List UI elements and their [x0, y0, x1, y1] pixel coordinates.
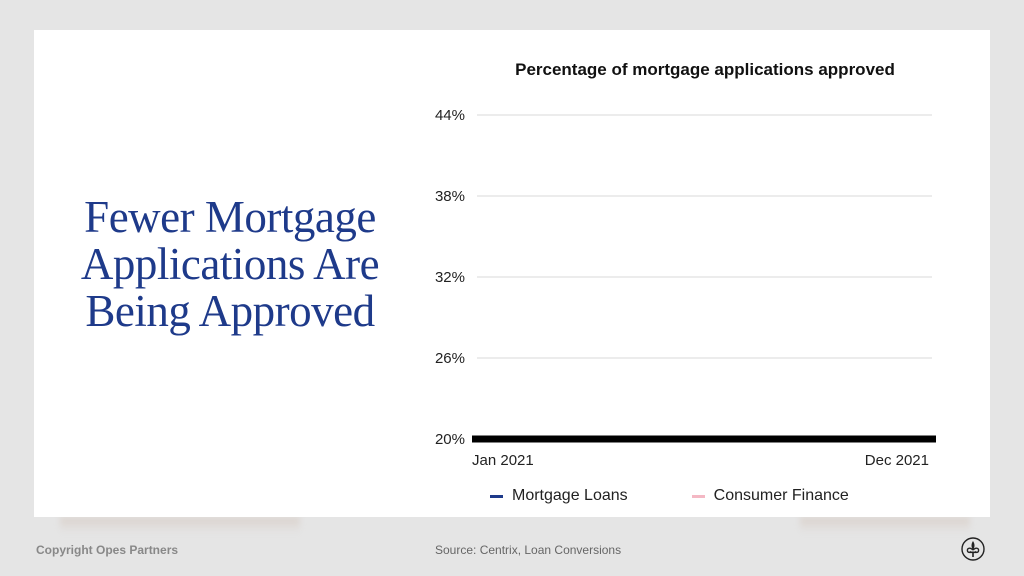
headline-line-1: Fewer Mortgage [84, 192, 376, 242]
x-tick-labels: Jan 2021 Dec 2021 [472, 452, 929, 469]
x-tick-label: Jan 2021 [472, 452, 534, 469]
card-shadow-left [60, 517, 300, 533]
source-text: Source: Centrix, Loan Conversions [435, 543, 622, 557]
headline-line-3: Being Approved [85, 286, 375, 336]
legend-swatch-mortgage-loans [490, 494, 503, 498]
y-tick-label: 32% [435, 269, 465, 286]
legend: Mortgage Loans Consumer Finance [490, 487, 913, 505]
gridlines [477, 114, 932, 359]
y-tick-label: 44% [435, 107, 465, 124]
headline-line-2: Applications Are [80, 239, 380, 289]
copyright-text: Copyright Opes Partners [36, 543, 179, 557]
headline: Fewer Mortgage Applications Are Being Ap… [60, 194, 400, 335]
chart-title: Percentage of mortgage applications appr… [515, 60, 895, 79]
y-tick-labels: 20% 26% 32% 38% 44% [435, 107, 465, 448]
card-shadow-right [800, 517, 970, 533]
legend-item-mortgage-loans: Mortgage Loans [490, 487, 628, 505]
legend-label-mortgage-loans: Mortgage Loans [512, 487, 628, 504]
y-tick-label: 26% [435, 350, 465, 367]
x-tick-label: Dec 2021 [865, 452, 929, 469]
legend-swatch-consumer-finance [691, 494, 705, 498]
fleur-de-lis-icon [961, 537, 985, 561]
legend-label-consumer-finance: Consumer Finance [713, 487, 849, 504]
y-tick-label: 20% [435, 431, 465, 448]
y-tick-label: 38% [435, 188, 465, 205]
legend-item-consumer-finance: Consumer Finance [691, 487, 849, 505]
